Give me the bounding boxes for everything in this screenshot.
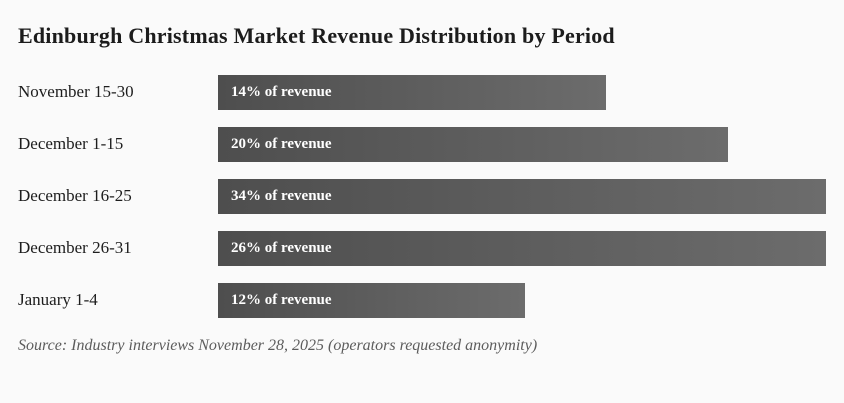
revenue-bar: 20% of revenue [218,126,728,162]
chart-row: January 1-4 12% of revenue [18,282,826,318]
chart-rows: November 15-30 14% of revenue December 1-1… [18,74,826,318]
revenue-bar: 26% of revenue [218,230,826,266]
category-label: December 16-25 [18,186,132,205]
category-label: December 26-31 [18,238,132,257]
chart-row: November 15-30 14% of revenue [18,74,826,110]
bar-value-label: 14% of revenue [231,83,332,100]
chart-row: December 1-15 20% of revenue [18,126,826,162]
chart-row: December 26-31 26% of revenue [18,230,826,266]
bar-value-label: 12% of revenue [231,291,332,308]
bar-value-label: 20% of revenue [231,135,332,152]
chart-title: Edinburgh Christmas Market Revenue Distr… [18,23,615,48]
category-label: January 1-4 [18,290,98,309]
category-label: November 15-30 [18,82,134,101]
revenue-bar: 12% of revenue [218,282,525,318]
bar-value-label: 34% of revenue [231,187,332,204]
chart-row: December 16-25 34% of revenue [18,178,826,214]
bar-value-label: 26% of revenue [231,239,332,256]
revenue-bar: 34% of revenue [218,178,826,214]
revenue-bar: 14% of revenue [218,74,606,110]
source-note: Source: Industry interviews November 28,… [18,336,538,354]
category-label: December 1-15 [18,134,124,153]
